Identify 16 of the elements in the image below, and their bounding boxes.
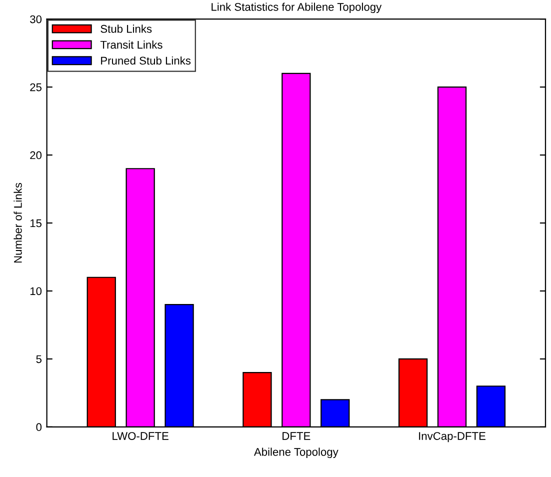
x-tick-label: LWO-DFTE (112, 432, 168, 440)
legend-label: Transit Links (100, 40, 162, 49)
y-tick-label: 20 (30, 151, 42, 160)
legend-label: Pruned Stub Links (101, 56, 191, 65)
y-tick-label: 15 (30, 219, 42, 228)
y-tick-label: 10 (30, 287, 42, 296)
y-tick-label: 0 (36, 423, 42, 432)
chart-title: Link Statistics for Abilene Topology (212, 2, 382, 14)
legend-label: Stub Links (100, 24, 152, 33)
y-tick-label: 30 (30, 15, 42, 24)
x-tick-label: DFTE (282, 432, 310, 440)
y-tick-label: 25 (30, 83, 42, 92)
y-axis-title: Number of Links (14, 182, 22, 263)
x-axis-title: Abilene Topology (254, 448, 338, 458)
x-tick-label: InvCap-DFTE (419, 432, 486, 442)
y-tick-label: 5 (36, 355, 42, 364)
